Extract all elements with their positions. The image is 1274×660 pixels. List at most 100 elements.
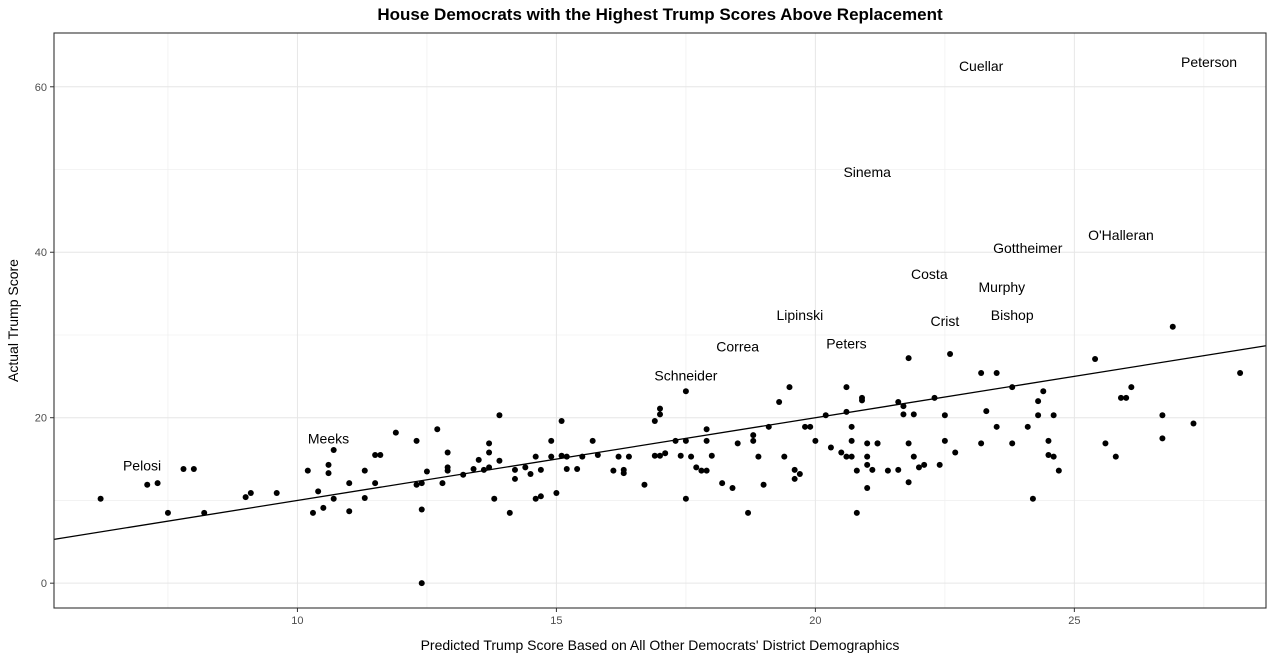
data-point bbox=[843, 408, 850, 415]
data-point bbox=[1055, 467, 1062, 474]
point-label: Peterson bbox=[1181, 54, 1237, 70]
data-point bbox=[330, 495, 337, 502]
data-point bbox=[895, 466, 902, 473]
minor-gridlines bbox=[54, 33, 1266, 608]
data-point bbox=[693, 464, 700, 471]
data-point bbox=[625, 453, 632, 460]
data-point bbox=[154, 480, 161, 487]
data-point bbox=[657, 411, 663, 418]
data-point bbox=[325, 461, 332, 468]
data-point bbox=[563, 453, 570, 460]
data-point bbox=[1009, 384, 1016, 391]
data-point bbox=[864, 453, 871, 460]
data-point bbox=[558, 418, 565, 425]
data-point bbox=[848, 423, 855, 430]
data-point bbox=[651, 418, 658, 425]
data-point bbox=[983, 408, 990, 415]
data-point bbox=[532, 453, 539, 460]
data-point bbox=[1159, 412, 1166, 419]
data-point bbox=[1169, 323, 1176, 330]
data-point bbox=[242, 494, 249, 501]
data-point bbox=[1009, 440, 1016, 447]
data-point bbox=[864, 485, 871, 492]
data-point bbox=[470, 466, 477, 473]
point-labels: Peterson Cuellar Sinema O'Halleran Gottheime… bbox=[123, 54, 1237, 474]
x-tick-label: 10 bbox=[291, 615, 303, 627]
data-point bbox=[511, 475, 518, 482]
data-point bbox=[682, 495, 689, 502]
x-axis-ticks: 10 15 20 25 bbox=[291, 608, 1080, 627]
data-point bbox=[309, 509, 316, 516]
data-point bbox=[703, 437, 710, 444]
data-point bbox=[486, 464, 493, 471]
point-label: Costa bbox=[911, 266, 948, 282]
data-point bbox=[434, 426, 441, 433]
data-point bbox=[838, 449, 845, 456]
data-point bbox=[947, 351, 954, 358]
data-point bbox=[1128, 384, 1135, 391]
data-point bbox=[460, 471, 467, 478]
data-point bbox=[527, 470, 534, 477]
data-point bbox=[657, 452, 663, 459]
data-point bbox=[703, 426, 710, 433]
data-point bbox=[719, 480, 726, 487]
data-point bbox=[418, 580, 425, 587]
data-point bbox=[1102, 440, 1109, 447]
data-point bbox=[1050, 412, 1057, 419]
data-point bbox=[682, 388, 689, 395]
data-point bbox=[496, 412, 503, 419]
x-tick-label: 20 bbox=[809, 615, 821, 627]
data-point bbox=[905, 479, 912, 486]
major-gridlines bbox=[54, 33, 1266, 608]
data-point bbox=[853, 509, 860, 516]
data-point bbox=[677, 452, 684, 459]
point-label: Bishop bbox=[991, 307, 1034, 323]
data-point bbox=[864, 461, 871, 468]
data-point bbox=[708, 452, 715, 459]
data-point bbox=[361, 467, 368, 474]
regression-line bbox=[53, 345, 1267, 540]
y-axis-ticks: 0 20 40 60 bbox=[35, 82, 54, 590]
data-point bbox=[413, 437, 420, 444]
data-point bbox=[423, 468, 430, 475]
data-point bbox=[506, 509, 513, 516]
data-point bbox=[745, 509, 752, 516]
data-point bbox=[662, 450, 669, 457]
data-point bbox=[952, 449, 959, 456]
data-point bbox=[755, 453, 762, 460]
data-point bbox=[848, 453, 855, 460]
data-point bbox=[361, 494, 368, 501]
data-point bbox=[978, 440, 985, 447]
data-point bbox=[1035, 412, 1042, 419]
data-point bbox=[1117, 394, 1124, 401]
y-tick-label: 60 bbox=[35, 82, 47, 94]
data-point bbox=[910, 411, 917, 418]
data-point bbox=[796, 470, 803, 477]
data-point bbox=[1092, 355, 1099, 362]
data-point bbox=[791, 466, 798, 473]
panel-border bbox=[53, 32, 1267, 609]
data-point bbox=[1237, 370, 1244, 377]
data-point bbox=[496, 457, 503, 464]
data-point bbox=[325, 470, 332, 477]
data-point bbox=[843, 453, 850, 460]
data-point bbox=[532, 495, 539, 502]
x-tick-label: 15 bbox=[550, 615, 562, 627]
data-point bbox=[884, 467, 891, 474]
y-axis-title: Actual Trump Score bbox=[5, 259, 21, 382]
data-point bbox=[993, 423, 1000, 430]
data-point bbox=[734, 440, 741, 447]
data-point bbox=[993, 370, 1000, 377]
chart-title: House Democrats with the Highest Trump S… bbox=[377, 5, 943, 24]
regression-line-layer bbox=[53, 345, 1267, 540]
data-point bbox=[486, 449, 493, 456]
point-label: Lipinski bbox=[776, 307, 823, 323]
data-point bbox=[413, 481, 420, 488]
data-point bbox=[563, 466, 570, 473]
data-point bbox=[853, 467, 860, 474]
data-point bbox=[346, 508, 353, 515]
data-point bbox=[641, 481, 648, 488]
data-point bbox=[1050, 453, 1057, 460]
data-point bbox=[812, 437, 819, 444]
data-point bbox=[315, 488, 322, 495]
